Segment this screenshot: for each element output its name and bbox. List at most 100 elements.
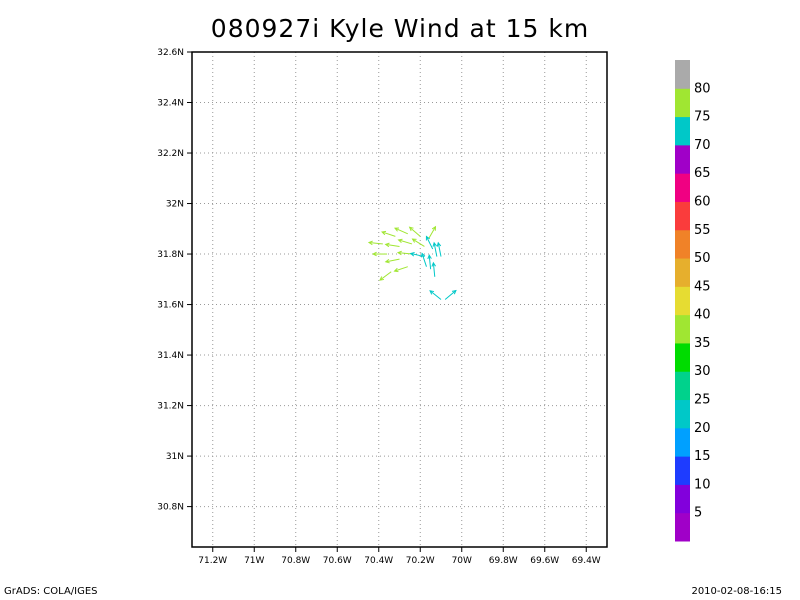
wind-arrow [408,226,421,237]
wind-arrow-shaft [444,290,457,300]
colorbar-label: 20 [694,421,711,436]
wind-arrow-shaft [428,255,432,270]
colorbar-swatch [675,201,690,231]
y-tick-label: 32.2N [157,149,184,159]
x-tick-label: 71W [244,556,264,566]
colorbar-label: 40 [694,308,711,323]
colorbar-label: 75 [694,110,711,125]
wind-arrow-shaft [409,226,421,237]
wind-arrow [427,254,432,270]
wind-arrow-head [396,250,402,256]
plot-frame [191,51,608,548]
y-tick-label: 32N [166,200,184,210]
x-tick-label: 70.8W [281,556,310,566]
x-tick-label: 69.4W [572,556,601,566]
colorbar-swatch [675,286,690,316]
wind-arrow-head [431,261,436,267]
wind-arrow-head [425,235,430,241]
wind-arrow-shaft [428,226,436,240]
colorbar-swatch [675,399,690,429]
x-tick-label: 69.8W [489,556,518,566]
wind-arrow-head [367,240,373,246]
x-tick-label: 70W [452,556,472,566]
wind-arrow-shaft [385,258,400,263]
colorbar-swatch [675,173,690,202]
wind-arrow [396,250,412,256]
wind-arrow [384,242,400,248]
x-tick-label: 70.2W [406,556,435,566]
colorbar-swatch [675,314,690,344]
wind-arrow-head [436,241,442,247]
wind-arrow-head [384,258,390,264]
colorbar-label: 50 [694,251,711,266]
wind-arrow [420,252,427,267]
wind-arrow-shaft [379,271,392,281]
wind-arrow [379,271,392,281]
wind-arrow-shaft [429,290,442,300]
wind-arrow-shaft [394,227,409,235]
colorbar-label: 70 [694,138,711,153]
axis-ticks: 71.2W 71W 70.8W 70.6W 70.4W 70.2W 70W 69.8W 69.6… [157,48,601,566]
wind-arrow [429,290,442,300]
y-tick-label: 31.8N [157,250,184,260]
colorbar: 5 10 15 20 25 30 35 40 45 50 55 60 65 70 75 80 [675,60,711,542]
wind-arrow-shaft [437,242,442,257]
wind-arrow-head [432,241,437,247]
wind-arrow-shaft [394,266,408,272]
colorbar-label: 5 [694,506,702,521]
wind-arrow-shaft [433,242,438,257]
wind-arrow-shaft [432,262,436,277]
colorbar-swatch [675,144,690,174]
wind-arrow-head [371,251,377,257]
wind-arrow [411,238,425,247]
footer-credit: GrADS: COLA/IGES [4,586,98,597]
colorbar-swatch [675,427,690,457]
wind-arrow-head [427,254,432,260]
x-tick-label: 70.4W [364,556,393,566]
x-tick-label: 70.6W [323,556,352,566]
wind-arrow-head [409,252,415,257]
wind-arrow-head [451,289,457,295]
wind-arrow-head [431,225,437,231]
wind-arrow [425,235,434,250]
colorbar-swatch [675,512,690,542]
wind-arrow-head [397,238,403,244]
chart-title: 080927i Kyle Wind at 15 km [210,14,590,43]
colorbar-swatch [675,229,690,259]
wind-arrow-head [408,226,414,232]
wind-arrow-head [394,227,400,232]
colorbar-label: 45 [694,279,711,294]
wind-arrow-shaft [425,236,434,250]
wind-arrow-head [429,290,435,295]
wind-arrow [436,241,442,257]
wind-arrow [432,241,438,257]
wind-arrow [393,266,408,273]
wind-arrow [381,230,396,237]
colorbar-swatch [675,60,690,89]
y-tick-label: 31.4N [157,351,184,361]
colorbar-label: 55 [694,223,711,238]
wind-arrow [394,227,409,235]
colorbar-swatch [675,456,690,485]
wind-arrow [444,289,457,300]
colorbar-swatch [675,371,690,401]
wind-arrow-shaft [398,239,413,245]
colorbar-label: 60 [694,194,711,209]
colorbar-swatch [675,258,690,287]
colorbar-swatch [675,116,690,146]
colorbar-label: 15 [694,449,711,464]
colorbar-label: 10 [694,477,711,492]
colorbar-label: 65 [694,166,711,181]
wind-vectors [367,225,457,300]
y-tick-label: 30.8N [157,503,184,513]
colorbar-label: 30 [694,364,711,379]
wind-arrow-shaft [381,231,396,237]
colorbar-label: 80 [694,81,711,96]
y-tick-label: 32.6N [157,48,184,58]
wind-arrow-shaft [412,238,425,247]
y-tick-label: 32.4N [157,99,184,109]
colorbar-swatch [675,342,690,372]
y-tick-label: 31N [166,452,184,462]
footer-timestamp: 2010-02-08-16:15 [691,586,782,597]
